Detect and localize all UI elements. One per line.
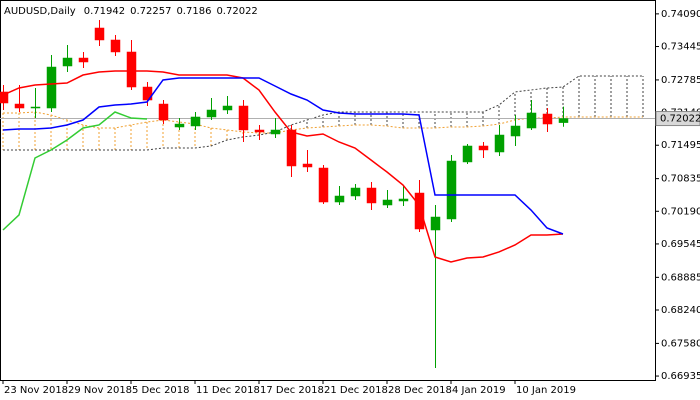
x-tick-label: 21 Dec 2018	[324, 385, 388, 396]
price-tag-label: 0.72022	[660, 114, 700, 125]
candle-body	[414, 192, 425, 230]
candle-body	[398, 198, 409, 202]
plot-frame	[0, 0, 656, 381]
candle-body	[78, 57, 89, 63]
header-open: 0.71942	[84, 6, 125, 17]
candle-body	[254, 129, 265, 133]
candle-body	[286, 129, 297, 167]
x-tick-label: 5 Dec 2018	[132, 385, 190, 396]
header-high: 0.72257	[130, 6, 171, 17]
x-tick-label: 11 Dec 2018	[196, 385, 260, 396]
candle-body	[494, 134, 505, 153]
indicator-line	[2, 111, 148, 231]
candle-body	[190, 116, 201, 127]
y-tick-label: 0.74090	[661, 9, 700, 20]
candle-body	[174, 123, 185, 128]
candle-body	[542, 113, 553, 125]
candle-body	[382, 199, 393, 206]
candle-body	[334, 195, 345, 203]
candle-body	[478, 145, 489, 151]
candle-body	[14, 103, 25, 109]
y-tick-label: 0.66935	[661, 371, 700, 382]
candle-body	[62, 57, 73, 67]
candle-body	[526, 112, 537, 129]
cloud-span-b	[3, 75, 643, 151]
y-tick-label: 0.70190	[661, 206, 700, 217]
y-tick-label: 0.68240	[661, 305, 700, 316]
candle-body	[142, 86, 153, 101]
x-tick-label: 10 Jan 2019	[516, 385, 576, 396]
symbol: AUDUSD,Daily	[4, 6, 76, 17]
x-tick-label: 4 Jan 2019	[452, 385, 506, 396]
candle-body	[30, 106, 41, 109]
x-tick-label: 23 Nov 2018	[4, 385, 68, 396]
candle-body	[318, 167, 329, 203]
candle-body	[430, 216, 441, 231]
indicator-line	[2, 77, 564, 235]
y-tick-label: 0.70835	[661, 174, 700, 185]
y-tick-label: 0.67580	[661, 338, 700, 349]
candle-body	[510, 125, 521, 137]
candle-body	[222, 105, 233, 111]
candle-body	[238, 105, 249, 131]
candle-body	[94, 27, 105, 41]
header-close: 0.72022	[216, 6, 257, 17]
price-tag	[655, 111, 700, 127]
candle-body	[350, 187, 361, 197]
y-tick-label: 0.71495	[661, 140, 700, 151]
candle-body	[302, 163, 313, 168]
candle-body	[158, 103, 169, 121]
candle-body	[126, 51, 137, 88]
candle-body	[446, 160, 457, 220]
candle-body	[110, 39, 121, 53]
header-low: 0.7186	[176, 6, 211, 17]
candle-body	[366, 187, 377, 204]
x-tick-label: 28 Dec 2018	[388, 385, 452, 396]
chart-header: AUDUSD,Daily 0.71942 0.72257 0.7186 0.72022	[4, 6, 258, 17]
candle-body	[46, 66, 57, 109]
indicator-line	[2, 70, 564, 263]
candle-body	[558, 118, 569, 123]
y-tick-label: 0.69545	[661, 239, 700, 250]
cloud-span-a	[3, 111, 643, 134]
candle-body	[462, 145, 473, 163]
x-tick-label: 17 Dec 2018	[260, 385, 324, 396]
x-tick-label: 29 Nov 2018	[68, 385, 132, 396]
candle-body	[206, 109, 217, 118]
y-tick-label: 0.72785	[661, 75, 700, 86]
candle-body	[0, 91, 9, 104]
y-tick-label: 0.68885	[661, 272, 700, 283]
candle-body	[270, 129, 281, 135]
y-tick-label: 0.73445	[661, 42, 700, 53]
